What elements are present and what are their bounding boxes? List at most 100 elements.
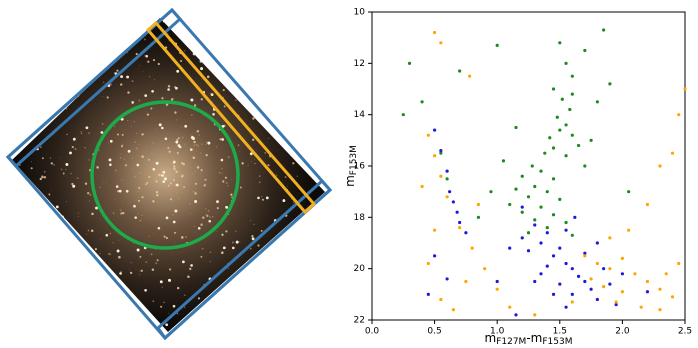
point [464,231,468,235]
star [136,155,138,156]
star [124,164,128,167]
star [199,314,202,317]
star [71,182,74,186]
star [207,41,210,44]
star [3,212,6,215]
point [570,267,574,271]
star [251,160,253,162]
point [433,254,437,258]
star [163,163,166,166]
star [275,174,278,176]
star [261,117,264,120]
star [205,141,208,144]
star [133,121,135,123]
star [314,217,316,219]
star [184,50,186,52]
star [88,159,90,161]
star [84,44,87,48]
star [179,185,181,187]
point [514,125,518,130]
star [181,236,184,239]
star [148,158,150,161]
star [68,318,71,321]
point [558,282,562,286]
star [184,143,186,145]
star [271,308,273,311]
star [267,164,270,167]
star [303,139,307,142]
blue-strip [5,7,183,169]
star [41,301,44,304]
star [173,148,176,151]
star [168,150,171,153]
star [118,239,120,241]
star [153,233,155,235]
point [608,282,612,286]
star [214,49,218,53]
star [70,172,72,175]
star [160,126,164,130]
star [200,255,203,258]
star [286,103,290,107]
star [26,82,29,86]
star [219,138,222,141]
point [583,279,587,284]
star [108,158,112,162]
star [39,108,41,110]
star [146,145,148,147]
point [602,28,606,32]
star [73,36,75,39]
star [21,84,25,88]
star [161,286,164,289]
star [260,77,263,80]
star [316,84,319,87]
star [177,137,180,140]
star [205,153,208,157]
star [222,180,225,183]
star [144,94,148,97]
point [433,154,437,158]
star [256,59,258,62]
star [173,165,176,168]
star [124,18,127,19]
star [220,158,224,162]
point [658,164,662,168]
star [122,143,124,145]
star [45,228,48,230]
image-background [12,18,325,332]
star [81,303,84,306]
star [122,20,124,22]
star [131,80,134,83]
star [245,283,247,285]
star [333,131,335,133]
star [165,173,167,175]
star [129,271,133,275]
star [172,214,174,216]
star [194,200,198,203]
y-tick-label: 10 [354,8,366,18]
star [19,152,21,154]
star [260,84,264,87]
star [75,45,77,47]
star [262,323,266,327]
star [230,193,233,196]
point [508,202,512,207]
star [253,223,255,226]
star [157,226,161,230]
point [533,184,537,189]
star [96,61,99,64]
star [201,143,203,145]
star [65,168,67,171]
point [520,205,524,209]
point [533,313,537,317]
point [583,251,587,255]
star [311,224,314,227]
star [136,248,140,252]
star [190,264,193,267]
star [221,173,223,175]
star [150,107,153,110]
star [1,182,4,185]
star [17,175,19,177]
star [114,125,116,128]
star [307,169,310,172]
